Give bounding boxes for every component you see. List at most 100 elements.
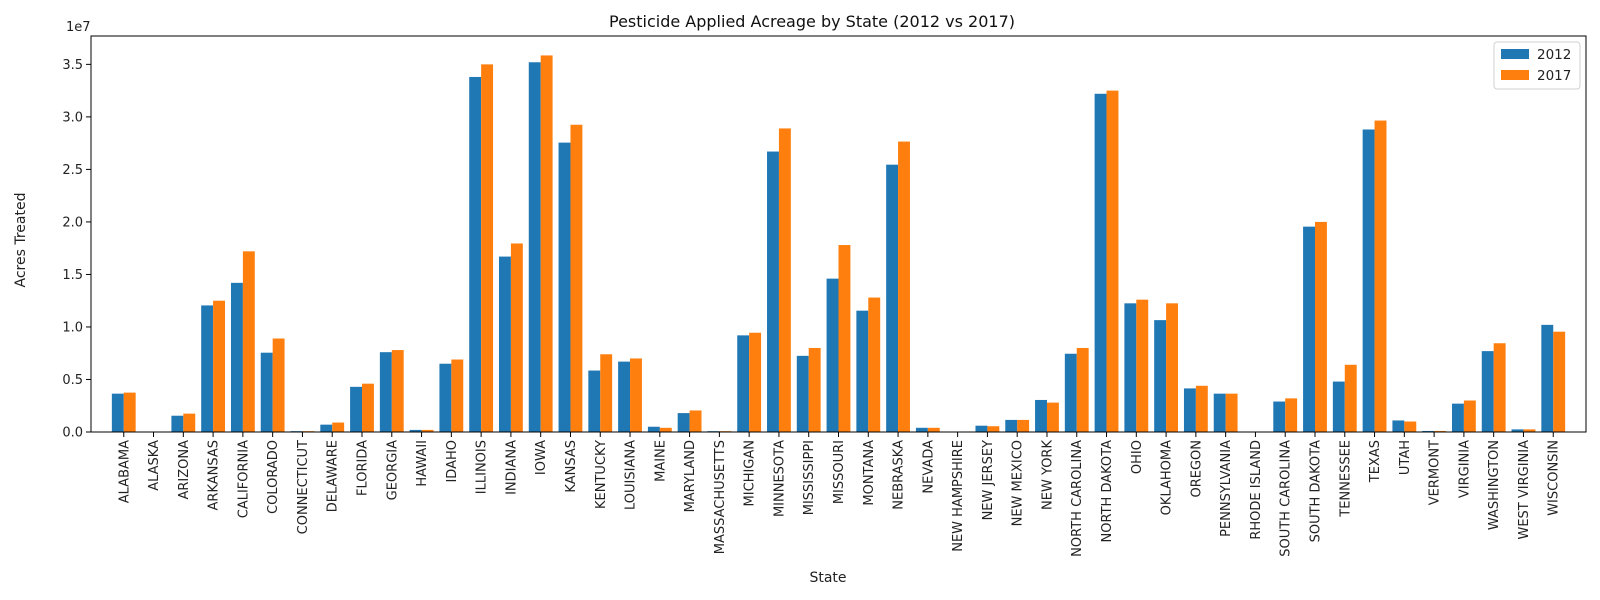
x-tick-label: VERMONT <box>1428 440 1443 505</box>
axes-layer: 0.0 0.5 1.0 1.5 2.0 2.5 3.0 3.5 ALABAMA ALASKA ARI… <box>62 35 1587 557</box>
x-tick-label: MONTANA <box>862 440 877 506</box>
x-tick-label: ARKANSAS <box>207 440 222 510</box>
x-axis-title: State <box>809 570 846 586</box>
bar-2017-delaware <box>332 422 345 432</box>
x-tick-label: UTAH <box>1398 440 1413 475</box>
bar-2017-kansas <box>570 124 583 433</box>
bar-2017-alabama <box>123 392 136 432</box>
bar-2017-new-jersey <box>987 426 1000 432</box>
x-tick-label: VIRGINIA <box>1457 440 1472 498</box>
bar-2012-maine <box>647 426 660 432</box>
bar-2012-nevada <box>915 427 928 432</box>
x-tick-label: ARIZONA <box>177 440 192 500</box>
x-tick-label: ALASKA <box>147 440 162 491</box>
bar-2012-vermont <box>1422 430 1435 432</box>
bar-2012-illinois <box>469 76 482 432</box>
chart-title: Pesticide Applied Acreage by State (2012… <box>609 12 1015 31</box>
bar-2017-nebraska <box>898 141 910 432</box>
x-tick-label: NORTH DAKOTA <box>1100 440 1115 543</box>
bar-2012-kentucky <box>588 370 601 432</box>
legend-swatch-2017 <box>1501 70 1529 80</box>
bar-2017-indiana <box>510 243 523 432</box>
x-tick-label: WASHINGTON <box>1487 440 1502 530</box>
bar-2012-montana <box>856 310 869 432</box>
y-axis-multiplier: 1e7 <box>66 20 91 35</box>
x-tick-label: OHIO <box>1130 440 1145 474</box>
bar-2017-vermont <box>1434 430 1447 432</box>
x-tick-label: IDAHO <box>445 440 460 483</box>
x-tick-label: MARYLAND <box>683 440 698 512</box>
legend: 2012 2017 <box>1493 41 1581 90</box>
bar-2012-washington <box>1481 351 1494 432</box>
bar-2017-georgia <box>391 350 404 432</box>
x-tick-label: ILLINOIS <box>475 440 490 494</box>
x-tick-label: MASSACHUSETTS <box>713 440 728 554</box>
x-tick-label: FLORIDA <box>356 440 371 496</box>
bar-2012-arizona <box>171 415 184 432</box>
y-tick-label: 2.0 <box>62 215 83 230</box>
x-tick-label: NEW YORK <box>1040 440 1055 510</box>
x-tick-label: MISSOURI <box>832 440 847 504</box>
plot-frame <box>90 35 1587 433</box>
x-tick-label: NEW MEXICO <box>1011 440 1026 526</box>
bar-2017-south-dakota <box>1314 221 1327 432</box>
bar-2017-mississippi <box>808 347 821 432</box>
bar-2017-montana <box>868 297 881 432</box>
bar-2017-michigan <box>749 332 762 432</box>
bar-2017-missouri <box>838 245 851 432</box>
y-axis-title: Acres Treated <box>13 193 29 288</box>
bar-2012-mississippi <box>796 355 809 432</box>
y-tick-label: 1.5 <box>62 268 83 283</box>
bar-2017-florida <box>362 383 374 432</box>
x-tick-label: WEST VIRGINIA <box>1517 440 1532 540</box>
bar-2012-wisconsin <box>1541 324 1554 432</box>
x-tick-label: CALIFORNIA <box>236 440 251 518</box>
bar-2012-texas <box>1362 129 1375 432</box>
legend-swatch-2012 <box>1501 49 1529 59</box>
bar-2017-hawaii <box>421 429 434 432</box>
bar-2017-washington <box>1493 343 1506 432</box>
bar-2017-kentucky <box>600 354 613 432</box>
x-tick-label: IOWA <box>534 440 549 475</box>
bar-2017-ohio <box>1136 299 1149 432</box>
bar-2012-west-virginia <box>1511 429 1524 432</box>
legend-label-2012: 2012 <box>1537 47 1571 63</box>
bar-2017-tennessee <box>1344 364 1357 432</box>
x-tick-label: CONNECTICUT <box>296 440 311 534</box>
bar-2017-north-carolina <box>1076 347 1089 432</box>
x-tick-label: HAWAII <box>415 440 430 487</box>
x-tick-label: ALABAMA <box>117 440 132 503</box>
bar-2017-illinois <box>481 64 494 432</box>
bar-2012-south-carolina <box>1273 401 1286 432</box>
bar-2017-wisconsin <box>1553 331 1566 432</box>
bar-2017-pennsylvania <box>1225 393 1238 432</box>
bar-2012-utah <box>1392 420 1405 432</box>
bar-2012-new-jersey <box>975 425 988 432</box>
x-tick-label: GEORGIA <box>385 440 400 500</box>
bar-2017-north-dakota <box>1106 90 1119 432</box>
bar-2017-oregon <box>1195 385 1208 432</box>
bar-2017-maine <box>659 427 672 432</box>
bar-2012-ohio <box>1124 303 1137 432</box>
x-tick-label: OKLAHOMA <box>1160 440 1175 515</box>
bar-2012-arkansas <box>201 305 214 432</box>
bar-2017-nevada <box>927 427 940 432</box>
bar-2017-west-virginia <box>1523 429 1536 432</box>
x-tick-label: DELAWARE <box>326 440 341 512</box>
y-tick-label: 0.5 <box>62 373 83 388</box>
bar-2012-missouri <box>826 278 839 432</box>
bar-2017-minnesota <box>778 128 791 433</box>
bar-2012-new-york <box>1035 399 1047 432</box>
bar-2017-arizona <box>183 413 196 432</box>
bar-2012-virginia <box>1451 403 1464 432</box>
bar-2012-delaware <box>320 424 333 432</box>
bar-2012-hawaii <box>409 429 422 432</box>
x-tick-label: WISCONSIN <box>1547 440 1562 516</box>
x-tick-label: MINNESOTA <box>772 440 787 517</box>
bar-2017-texas <box>1374 120 1387 432</box>
x-tick-label: RHODE ISLAND <box>1249 440 1264 540</box>
bar-2012-oklahoma <box>1154 320 1167 432</box>
x-tick-label: NORTH CAROLINA <box>1070 440 1085 557</box>
bar-2012-iowa <box>528 62 541 432</box>
